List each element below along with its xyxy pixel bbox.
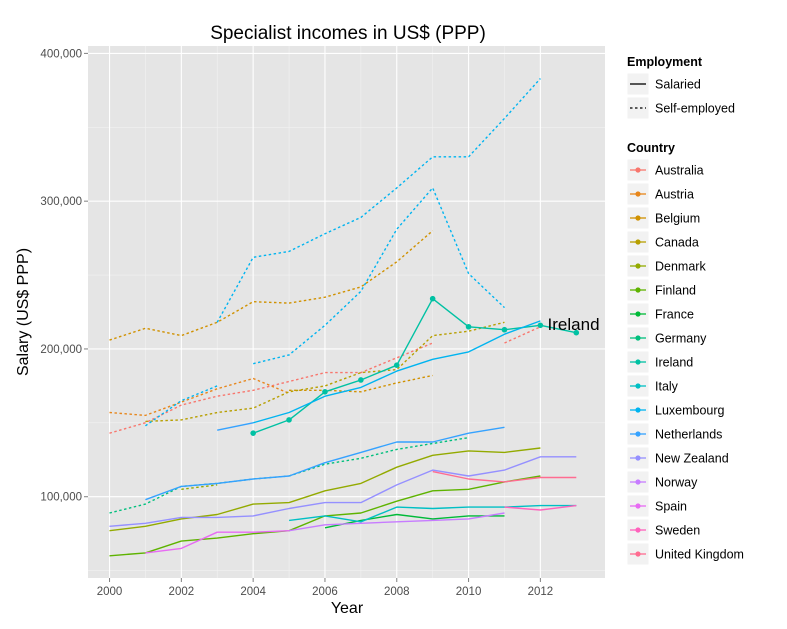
data-point <box>358 377 364 383</box>
legend-title-country: Country <box>627 141 675 155</box>
data-point <box>286 417 292 423</box>
data-point <box>465 323 472 330</box>
data-point <box>250 430 256 436</box>
y-axis: 100,000 200,000 300,000 400,000 <box>40 48 88 504</box>
y-tick-label: 100,000 <box>40 492 82 504</box>
legend-label-country: New Zealand <box>655 452 729 466</box>
x-tick-label: 2002 <box>169 586 195 598</box>
series-line-luxembourg <box>253 320 541 424</box>
series-layer <box>109 78 577 557</box>
data-point <box>537 322 544 329</box>
legend-country: Australia Austria Belgium Canada Denmark Finl… <box>626 158 744 566</box>
series-line-belgium <box>109 230 434 341</box>
series-line-france <box>324 513 505 529</box>
series-line-new-zealand <box>109 456 577 527</box>
series-line-canada <box>145 321 505 423</box>
x-tick-label: 2000 <box>97 586 123 598</box>
legend-employment: Salaried Self-employed <box>626 72 735 120</box>
legend-key-point <box>635 167 641 173</box>
legend-label-country: Sweden <box>655 524 700 538</box>
series-line-norway <box>288 512 505 532</box>
plot-panel <box>88 46 605 578</box>
legend-key-point <box>635 383 641 389</box>
legend-key-point <box>635 311 641 317</box>
x-tick-label: 2010 <box>456 586 482 598</box>
legend-title-employment: Employment <box>627 55 703 69</box>
legend-label-country: Canada <box>655 236 699 250</box>
series-line-luxembourg <box>253 187 505 365</box>
series-line-luxembourg <box>216 78 541 323</box>
data-point <box>322 389 328 395</box>
series-line-italy <box>289 504 577 523</box>
series-line-spain <box>145 530 290 554</box>
legend-label-country: Australia <box>655 164 704 178</box>
legend: Employment Salaried Self-employed Country… <box>626 55 744 566</box>
legend-label-country: France <box>655 308 694 322</box>
legend-label-country: Italy <box>655 380 679 394</box>
legend-key-point <box>635 479 641 485</box>
x-tick-label: 2008 <box>384 586 410 598</box>
x-tick-label: 2004 <box>240 586 266 598</box>
legend-key <box>626 96 650 120</box>
legend-key-point <box>635 287 641 293</box>
legend-key-point <box>635 455 641 461</box>
series-line-netherlands <box>145 426 505 501</box>
legend-label-country: Austria <box>655 188 694 202</box>
series-line-denmark <box>109 447 541 532</box>
legend-label-employment: Salaried <box>655 78 701 92</box>
legend-label-country: Luxembourg <box>655 404 725 418</box>
legend-key-point <box>635 215 641 221</box>
series-line-australia <box>504 326 541 344</box>
x-tick-label: 2006 <box>312 586 338 598</box>
legend-key-point <box>635 263 641 269</box>
data-point <box>393 362 400 369</box>
legend-label-country: Germany <box>655 332 707 346</box>
x-axis: 2000 2002 2004 2006 2008 2010 2012 <box>97 578 553 598</box>
x-tick-label: 2012 <box>528 586 554 598</box>
legend-key-point <box>635 239 641 245</box>
legend-label-country: Norway <box>655 476 698 490</box>
y-axis-title: Salary (US$ PPP) <box>15 248 32 376</box>
legend-label-country: Denmark <box>655 260 706 274</box>
y-tick-label: 200,000 <box>40 344 82 356</box>
x-axis-title: Year <box>331 600 364 617</box>
data-point <box>501 326 508 333</box>
data-point <box>573 329 580 336</box>
legend-key-point <box>635 551 641 557</box>
legend-key-point <box>635 359 641 365</box>
data-point <box>429 295 436 302</box>
annotation-ireland: Ireland <box>548 315 600 334</box>
legend-label-country: United Kingdom <box>655 548 744 562</box>
legend-key-point <box>635 503 641 509</box>
points-layer <box>250 295 580 436</box>
legend-key-point <box>635 407 641 413</box>
legend-key-point <box>635 431 641 437</box>
y-tick-label: 300,000 <box>40 196 82 208</box>
legend-key-point <box>635 191 641 197</box>
legend-label-country: Netherlands <box>655 428 722 442</box>
legend-key-point <box>635 335 641 341</box>
legend-label-country: Finland <box>655 284 696 298</box>
series-line-sweden <box>504 504 577 511</box>
legend-label-country: Belgium <box>655 212 700 226</box>
series-line-united-kingdom <box>432 470 577 483</box>
legend-label-country: Spain <box>655 500 687 514</box>
legend-label-employment: Self-employed <box>655 102 735 116</box>
chart-title: Specialist incomes in US$ (PPP) <box>210 23 486 44</box>
grid-minor <box>88 46 605 578</box>
legend-label-country: Ireland <box>655 356 693 370</box>
series-line-austria <box>109 377 290 417</box>
y-tick-label: 400,000 <box>40 48 82 60</box>
grid-major <box>88 46 605 578</box>
series-line-belgium <box>289 374 433 393</box>
legend-key-point <box>635 527 641 533</box>
series-line-netherlands <box>217 422 254 431</box>
series-line-denmark <box>181 484 218 490</box>
